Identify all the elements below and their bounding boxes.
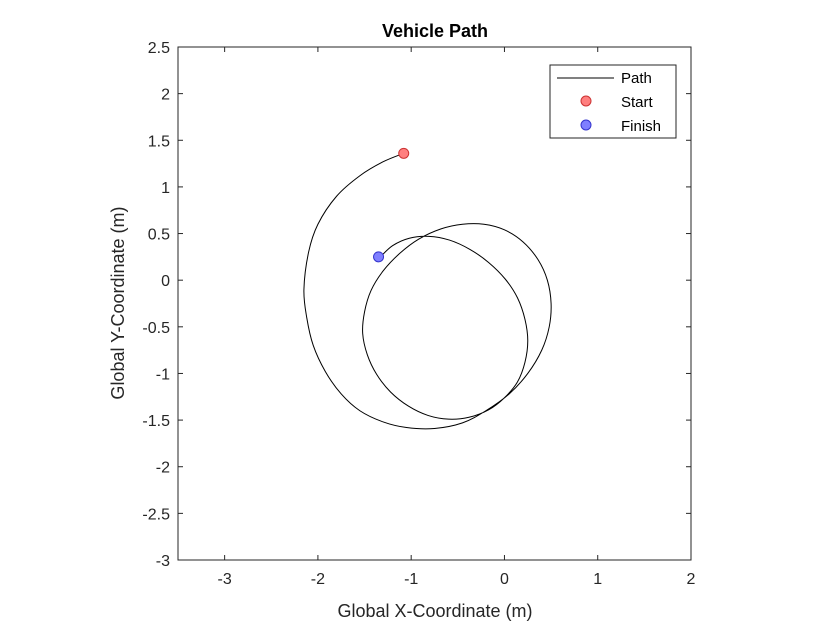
x-tick-label: 0 (500, 571, 509, 588)
y-axis-label: Global Y-Coordinate (m) (108, 206, 128, 399)
x-tick-label: 1 (593, 571, 602, 588)
y-tick-label: -3 (156, 553, 170, 570)
series-layer (303, 147, 552, 430)
legend-path-label: Path (621, 70, 652, 87)
y-tick-label: -2.5 (142, 506, 170, 523)
x-axis-label: Global X-Coordinate (m) (337, 601, 532, 621)
y-tick-label: 0 (161, 273, 170, 290)
legend: Path Start Finish (549, 64, 677, 139)
y-tick-label: -1.5 (142, 413, 170, 430)
start-marker (398, 147, 410, 159)
y-tick-label: -1 (156, 366, 170, 383)
x-tick-label: -3 (218, 571, 232, 588)
path-series-line (303, 152, 552, 430)
y-tick-label: 1 (161, 180, 170, 197)
legend-start-label: Start (621, 94, 654, 111)
y-tick-label: 0.5 (148, 227, 170, 244)
legend-finish-label: Finish (621, 118, 661, 135)
chart-title: Vehicle Path (382, 21, 488, 41)
legend-start-marker (580, 95, 592, 107)
axis-tick-labels: -3 -2 -1 0 1 2 -3 -2.5 -2 -1.5 -1 -0.5 0 0.5 1 1.5 2 2.5 (142, 40, 695, 588)
y-tick-label: 1.5 (148, 133, 170, 150)
finish-marker (373, 251, 385, 263)
y-tick-label: 2 (161, 87, 170, 104)
y-tick-label: -2 (156, 460, 170, 477)
legend-box (549, 64, 677, 139)
axis-ticks (178, 46, 692, 561)
legend-finish-marker (580, 119, 592, 131)
x-tick-label: -2 (311, 571, 325, 588)
y-tick-label: -0.5 (142, 320, 170, 337)
y-tick-label: 2.5 (148, 40, 170, 57)
x-tick-label: 2 (687, 571, 696, 588)
x-tick-label: -1 (404, 571, 418, 588)
